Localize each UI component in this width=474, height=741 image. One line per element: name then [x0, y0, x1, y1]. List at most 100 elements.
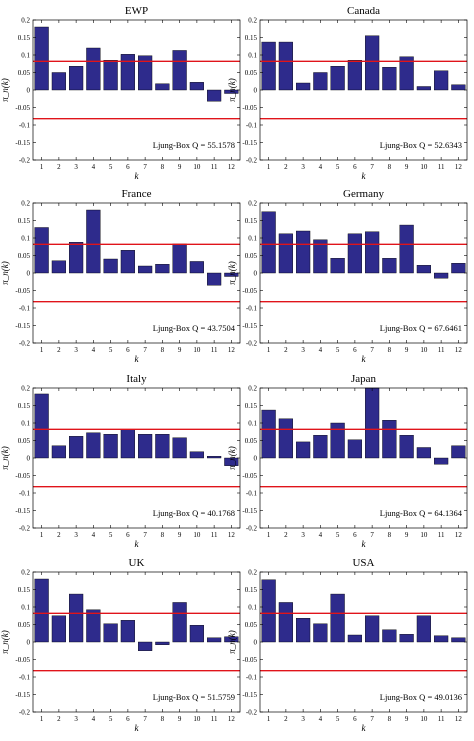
bar-10: [416, 615, 431, 643]
bar-2: [51, 72, 66, 91]
y-axis-label: π_n(k): [0, 261, 10, 285]
y-tick-label: 0.1: [248, 420, 257, 428]
bar-10: [189, 451, 204, 459]
bar-2: [51, 445, 66, 459]
bar-5: [330, 593, 345, 643]
y-tick-label: 0: [254, 639, 258, 647]
bar-12: [224, 457, 239, 466]
bar-4: [86, 609, 101, 643]
ljung-box-annotation: Ljung-Box Q = 51.5759: [153, 692, 235, 702]
bar-8: [155, 434, 170, 459]
bar-3: [296, 230, 311, 274]
bar-1: [34, 227, 49, 274]
y-axis-label: π_n(k): [227, 630, 237, 654]
x-tick-label: 9: [178, 346, 182, 354]
x-tick-label: 8: [388, 531, 392, 539]
bar-3: [296, 618, 311, 643]
bar-11: [207, 637, 222, 643]
x-tick-label: 2: [284, 715, 288, 723]
x-tick-label: 2: [57, 163, 61, 171]
bar-6: [120, 54, 135, 91]
bar-6: [120, 620, 135, 643]
x-axis-label: k: [135, 539, 140, 549]
x-tick-label: 6: [353, 715, 357, 723]
y-tick-label: 0.15: [18, 402, 31, 410]
bar-6: [120, 250, 135, 274]
x-tick-label: 7: [370, 346, 374, 354]
x-tick-label: 7: [143, 346, 147, 354]
y-tick-label: 0.15: [18, 217, 31, 225]
y-tick-label: 0.05: [245, 69, 258, 77]
bar-3: [69, 436, 84, 459]
bar-2: [51, 260, 66, 274]
y-tick-label: 0.15: [18, 34, 31, 42]
y-tick-label: -0.2: [19, 340, 31, 348]
bar-4: [313, 72, 328, 91]
y-tick-label: -0.1: [19, 490, 31, 498]
y-tick-label: 0.15: [245, 402, 258, 410]
chart-panel-2: France -0.2 -0.15 -0.1 -0.05 0 0.05 0.1 0.15 0.2 1…: [0, 188, 241, 364]
y-tick-label: 0.15: [18, 586, 31, 594]
y-axis-label: π_n(k): [227, 78, 237, 102]
bar-2: [278, 41, 293, 91]
x-tick-label: 6: [126, 346, 130, 354]
y-tick-label: 0.05: [245, 252, 258, 260]
x-tick-label: 10: [420, 346, 428, 354]
bar-6: [347, 60, 362, 91]
x-tick-label: 2: [284, 531, 288, 539]
bar-7: [365, 231, 380, 274]
y-tick-label: -0.15: [242, 691, 257, 699]
x-tick-label: 9: [178, 163, 182, 171]
x-tick-label: 2: [57, 346, 61, 354]
bar-6: [120, 429, 135, 459]
x-tick-label: 10: [193, 715, 201, 723]
x-tick-label: 5: [109, 531, 113, 539]
x-tick-label: 2: [57, 715, 61, 723]
bar-12: [224, 272, 239, 277]
y-tick-label: -0.2: [246, 525, 258, 533]
bar-6: [347, 233, 362, 274]
x-tick-label: 1: [40, 163, 44, 171]
x-axis-label: k: [135, 354, 140, 364]
bar-5: [103, 60, 118, 91]
x-tick-label: 4: [319, 163, 323, 171]
y-tick-label: -0.2: [246, 157, 258, 165]
bar-4: [86, 47, 101, 91]
ljung-box-annotation: Ljung-Box Q = 52.6343: [380, 140, 462, 150]
x-tick-label: 4: [319, 346, 323, 354]
x-tick-label: 10: [420, 531, 428, 539]
x-tick-label: 11: [211, 531, 218, 539]
x-tick-label: 6: [126, 531, 130, 539]
chart-title: Canada: [347, 5, 380, 17]
x-tick-label: 11: [438, 531, 445, 539]
y-tick-label: 0.05: [18, 69, 31, 77]
bar-11: [207, 272, 222, 286]
chart-title: France: [122, 188, 152, 200]
x-tick-label: 3: [301, 346, 305, 354]
bar-11: [434, 635, 449, 643]
bar-4: [313, 435, 328, 459]
y-tick-label: -0.05: [242, 472, 257, 480]
x-tick-label: 6: [126, 715, 130, 723]
y-tick-label: -0.2: [246, 709, 258, 717]
bar-3: [69, 241, 84, 274]
x-tick-label: 3: [74, 163, 78, 171]
y-tick-label: 0.2: [248, 385, 257, 393]
bar-7: [138, 641, 153, 651]
x-tick-label: 5: [336, 531, 340, 539]
ljung-box-annotation: Ljung-Box Q = 55.1578: [153, 140, 235, 150]
bar-9: [172, 50, 187, 91]
bar-9: [399, 56, 414, 91]
y-tick-label: -0.2: [246, 340, 258, 348]
x-axis-label: k: [362, 171, 367, 181]
y-tick-label: -0.1: [246, 122, 258, 130]
x-axis-label: k: [362, 539, 367, 549]
bar-11: [207, 89, 222, 102]
bar-4: [86, 432, 101, 459]
ljung-box-annotation: Ljung-Box Q = 67.6461: [380, 323, 462, 333]
chart-panel-3: Germany -0.2 -0.15 -0.1 -0.05 0 0.05 0.1 0.15 0.2…: [227, 188, 468, 364]
y-tick-label: -0.1: [19, 674, 31, 682]
x-axis-label: k: [135, 723, 140, 733]
